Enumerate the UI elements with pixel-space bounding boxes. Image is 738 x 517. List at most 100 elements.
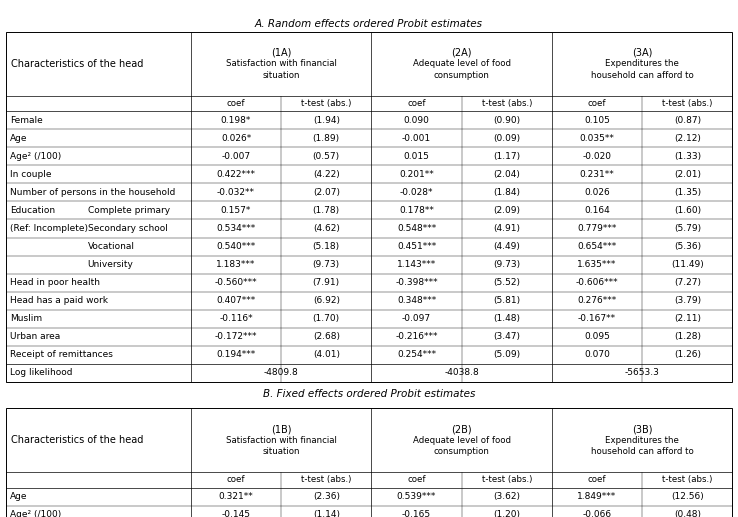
- Text: t-test (abs.): t-test (abs.): [301, 475, 351, 484]
- Text: Age: Age: [10, 492, 27, 501]
- Text: 0.539***: 0.539***: [397, 492, 436, 501]
- Text: -0.165: -0.165: [402, 510, 431, 517]
- Text: Complete primary: Complete primary: [88, 206, 170, 215]
- Text: (4.01): (4.01): [313, 351, 339, 359]
- Text: 0.654***: 0.654***: [577, 242, 617, 251]
- Text: Urban area: Urban area: [10, 332, 60, 341]
- Text: -4038.8: -4038.8: [444, 369, 479, 377]
- Text: 0.026*: 0.026*: [221, 134, 251, 143]
- Text: 0.026: 0.026: [584, 188, 610, 197]
- Text: coef: coef: [407, 475, 426, 484]
- Text: (1.89): (1.89): [313, 134, 340, 143]
- Text: (5.79): (5.79): [674, 224, 701, 233]
- Text: 0.534***: 0.534***: [216, 224, 255, 233]
- Text: (7.91): (7.91): [313, 278, 340, 287]
- Text: (1.17): (1.17): [493, 152, 520, 161]
- Text: (4.62): (4.62): [313, 224, 339, 233]
- Text: -0.116*: -0.116*: [219, 314, 253, 323]
- Text: (1.14): (1.14): [313, 510, 339, 517]
- Text: -0.560***: -0.560***: [215, 278, 258, 287]
- Text: Log likelihood: Log likelihood: [10, 369, 72, 377]
- Text: 0.422***: 0.422***: [216, 170, 255, 179]
- Text: -0.007: -0.007: [221, 152, 251, 161]
- Text: 1.183***: 1.183***: [216, 260, 256, 269]
- Text: (1B): (1B): [271, 424, 292, 434]
- Bar: [6, 408, 732, 517]
- Text: (7.27): (7.27): [674, 278, 701, 287]
- Text: (2B): (2B): [452, 424, 472, 434]
- Text: (4.49): (4.49): [494, 242, 520, 251]
- Text: 0.407***: 0.407***: [216, 296, 255, 305]
- Text: Vocational: Vocational: [88, 242, 134, 251]
- Text: 0.164: 0.164: [584, 206, 610, 215]
- Text: (0.09): (0.09): [493, 134, 520, 143]
- Text: -5653.3: -5653.3: [625, 369, 660, 377]
- Text: (5.52): (5.52): [493, 278, 520, 287]
- Text: -0.028*: -0.028*: [400, 188, 433, 197]
- Text: Adequate level of food: Adequate level of food: [413, 59, 511, 68]
- Text: -0.172***: -0.172***: [215, 332, 258, 341]
- Text: 0.015: 0.015: [404, 152, 430, 161]
- Text: t-test (abs.): t-test (abs.): [482, 99, 532, 108]
- Text: Satisfaction with financial: Satisfaction with financial: [226, 436, 337, 445]
- Text: 0.157*: 0.157*: [221, 206, 251, 215]
- Text: (1.33): (1.33): [674, 152, 701, 161]
- Text: 0.540***: 0.540***: [216, 242, 255, 251]
- Text: (3.79): (3.79): [674, 296, 701, 305]
- Text: (4.22): (4.22): [313, 170, 339, 179]
- Text: (2.11): (2.11): [674, 314, 701, 323]
- Text: Age² (/100): Age² (/100): [10, 510, 61, 517]
- Text: Expenditures the: Expenditures the: [605, 436, 679, 445]
- Text: -0.145: -0.145: [221, 510, 250, 517]
- Text: coef: coef: [227, 475, 245, 484]
- Text: -4809.8: -4809.8: [263, 369, 299, 377]
- Text: (1.84): (1.84): [493, 188, 520, 197]
- Bar: [6, 32, 732, 382]
- Text: 0.548***: 0.548***: [397, 224, 436, 233]
- Text: In couple: In couple: [10, 170, 51, 179]
- Text: (1.78): (1.78): [313, 206, 340, 215]
- Text: coef: coef: [587, 475, 607, 484]
- Text: (11.49): (11.49): [671, 260, 704, 269]
- Text: (1.94): (1.94): [313, 116, 339, 125]
- Text: 0.779***: 0.779***: [577, 224, 617, 233]
- Text: 0.254***: 0.254***: [397, 351, 436, 359]
- Text: (1.35): (1.35): [674, 188, 701, 197]
- Text: Receipt of remittances: Receipt of remittances: [10, 351, 113, 359]
- Text: (3.62): (3.62): [493, 492, 520, 501]
- Text: (2.07): (2.07): [313, 188, 339, 197]
- Text: (5.09): (5.09): [493, 351, 520, 359]
- Text: Satisfaction with financial: Satisfaction with financial: [226, 59, 337, 68]
- Text: B. Fixed effects ordered Probit estimates: B. Fixed effects ordered Probit estimate…: [263, 389, 475, 400]
- Text: (2.36): (2.36): [313, 492, 339, 501]
- Text: (3.47): (3.47): [493, 332, 520, 341]
- Text: t-test (abs.): t-test (abs.): [482, 475, 532, 484]
- Text: Number of persons in the household: Number of persons in the household: [10, 188, 175, 197]
- Text: (1A): (1A): [271, 48, 292, 58]
- Text: 0.194***: 0.194***: [216, 351, 255, 359]
- Text: (1.28): (1.28): [674, 332, 701, 341]
- Text: (0.48): (0.48): [674, 510, 701, 517]
- Text: University: University: [88, 260, 134, 269]
- Text: Secondary school: Secondary school: [88, 224, 168, 233]
- Text: 0.090: 0.090: [404, 116, 430, 125]
- Text: 0.451***: 0.451***: [397, 242, 436, 251]
- Text: household can afford to: household can afford to: [591, 70, 694, 80]
- Text: (2.68): (2.68): [313, 332, 339, 341]
- Text: 0.321**: 0.321**: [218, 492, 253, 501]
- Text: (5.18): (5.18): [313, 242, 340, 251]
- Text: consumption: consumption: [434, 70, 489, 80]
- Text: -0.398***: -0.398***: [396, 278, 438, 287]
- Text: -0.216***: -0.216***: [396, 332, 438, 341]
- Text: 0.348***: 0.348***: [397, 296, 436, 305]
- Text: (6.92): (6.92): [313, 296, 339, 305]
- Text: 0.201**: 0.201**: [399, 170, 434, 179]
- Text: (5.81): (5.81): [493, 296, 520, 305]
- Text: t-test (abs.): t-test (abs.): [662, 99, 712, 108]
- Text: (2.04): (2.04): [494, 170, 520, 179]
- Text: (4.91): (4.91): [493, 224, 520, 233]
- Text: (9.73): (9.73): [313, 260, 340, 269]
- Text: (0.87): (0.87): [674, 116, 701, 125]
- Text: coef: coef: [407, 99, 426, 108]
- Text: (2.01): (2.01): [674, 170, 701, 179]
